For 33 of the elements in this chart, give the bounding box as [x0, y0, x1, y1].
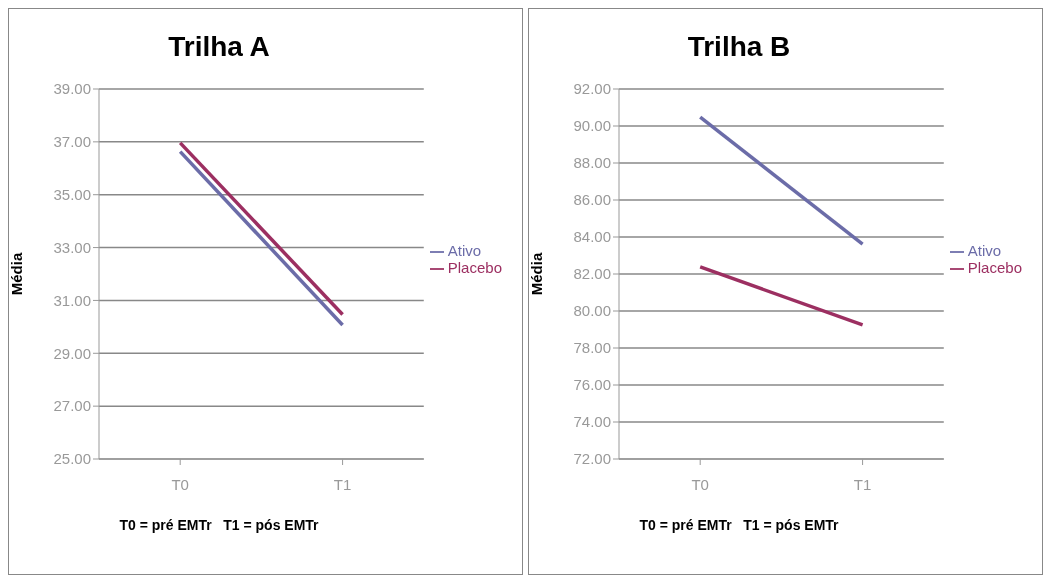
legend-label: Ativo [447, 241, 482, 259]
legend-label: Ativo [967, 241, 1002, 259]
y-tick-label: 33.00 [53, 238, 91, 256]
y-tick-label: 88.00 [573, 154, 611, 172]
y-tick-label: 78.00 [573, 339, 611, 357]
chart-title: Trilha B [686, 31, 792, 63]
y-tick-label: 90.00 [573, 117, 611, 135]
y-tick-label: 39.00 [53, 80, 91, 98]
y-tick-label: 27.00 [53, 397, 91, 415]
y-tick-label: 80.00 [573, 302, 611, 320]
y-tick-label: 31.00 [53, 291, 91, 309]
legend-label: Placebo [447, 259, 502, 276]
x-tick-label: T1 [853, 475, 872, 493]
y-tick-label: 72.00 [573, 450, 611, 468]
x-tick-label: T0 [691, 475, 709, 493]
y-tick-label: 35.00 [53, 186, 91, 204]
y-axis-title: Média [8, 252, 26, 296]
x-tick-label: T0 [171, 475, 189, 493]
y-tick-label: 84.00 [573, 228, 611, 246]
y-tick-label: 74.00 [573, 413, 611, 431]
y-tick-label: 86.00 [573, 191, 611, 209]
x-axis-title: T0 = pré EMTr T1 = pós EMTr [638, 517, 840, 533]
y-tick-label: 92.00 [573, 80, 611, 98]
y-tick-label: 82.00 [573, 265, 611, 283]
y-tick-label: 37.00 [53, 133, 91, 151]
y-axis-title: Média [528, 252, 546, 296]
y-tick-label: 29.00 [53, 344, 91, 362]
x-axis-title: T0 = pré EMTr T1 = pós EMTr [118, 517, 320, 533]
chart-title: Trilha A [167, 31, 271, 63]
legend-label: Placebo [967, 259, 1022, 276]
x-tick-label: T1 [333, 475, 352, 493]
y-tick-label: 25.00 [53, 450, 91, 468]
y-tick-label: 76.00 [573, 376, 611, 394]
